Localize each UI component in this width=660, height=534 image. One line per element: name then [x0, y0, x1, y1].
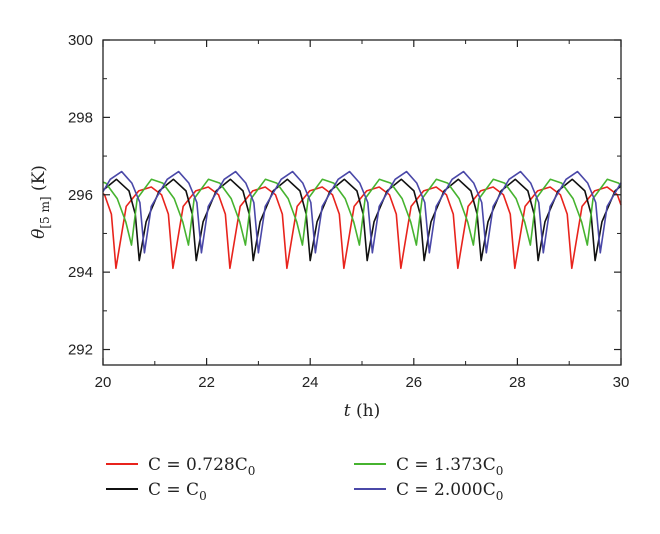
legend-entry-1: C = C0 [106, 480, 207, 503]
legend-entry-0: C = 0.728C0 [106, 455, 255, 478]
y-tick-label-2: 296 [68, 187, 93, 204]
y-tick-label-3: 298 [68, 109, 93, 126]
series-line-0 [102, 186, 622, 270]
x-tick-label-3: 26 [405, 374, 422, 391]
series-line-3 [102, 170, 622, 254]
legend-entry-2: C = 1.373C0 [354, 455, 503, 478]
x-tick-label-4: 28 [509, 374, 526, 391]
y-tick-label-0: 292 [68, 342, 93, 359]
x-tick-label-0: 20 [95, 374, 112, 391]
x-tick-label-5: 30 [613, 374, 630, 391]
x-tick-label-2: 24 [302, 374, 319, 391]
x-tick-label-1: 22 [198, 374, 215, 391]
plot-frame [102, 39, 622, 366]
series-line-2 [102, 178, 622, 246]
legend-label-3: C = 2.000C0 [396, 480, 503, 503]
series-line-1 [102, 178, 622, 262]
x-tick-labels: 20 22 24 26 28 30 [95, 374, 630, 391]
y-tick-label-4: 300 [68, 32, 93, 49]
legend-label-2: C = 1.373C0 [396, 455, 503, 478]
legend-label-1: C = C0 [148, 480, 207, 503]
axis-ticks [102, 39, 622, 365]
legend: C = 0.728C0 C = C0 C = 1.373C0 C = 2.000… [106, 455, 503, 503]
plot-series [102, 170, 622, 270]
x-axis-label: t (h) [344, 401, 380, 421]
y-tick-labels: 292 294 296 298 300 [68, 32, 93, 359]
legend-label-0: C = 0.728C0 [148, 455, 255, 478]
y-tick-label-1: 294 [68, 264, 93, 281]
y-axis-label: θ[5 m] (K) [29, 165, 52, 239]
legend-entry-3: C = 2.000C0 [354, 480, 503, 503]
